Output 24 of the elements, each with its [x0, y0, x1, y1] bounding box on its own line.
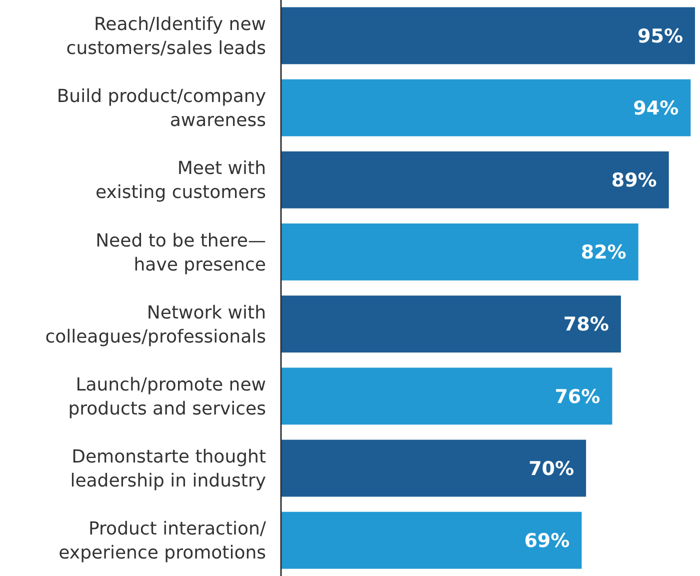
data-label: 89%	[611, 170, 657, 192]
data-label: 82%	[580, 242, 626, 264]
bar	[281, 512, 582, 569]
bar	[281, 296, 621, 353]
bar	[281, 7, 695, 64]
y-tick-label: Need to be there— have presence	[96, 230, 266, 276]
bar	[281, 368, 612, 425]
y-tick-label: Network with colleagues/professionals	[45, 302, 266, 348]
data-label: 78%	[563, 314, 609, 336]
y-tick-label: Reach/Identify new customers/sales leads	[66, 14, 266, 59]
bar	[281, 151, 669, 208]
data-label: 95%	[638, 25, 683, 48]
y-tick-label: Launch/promote new products and services	[68, 374, 266, 420]
bar	[281, 223, 638, 280]
bar	[281, 79, 691, 136]
y-tick-label: Meet with existing customers	[95, 158, 266, 204]
data-label: 70%	[528, 458, 574, 480]
y-tick-label: Product interaction/ experience promotions	[58, 518, 267, 564]
data-label: 94%	[633, 97, 679, 120]
bar	[281, 440, 586, 497]
data-label: 69%	[524, 530, 570, 552]
data-label: 76%	[554, 386, 600, 408]
y-tick-label: Demonstarte thought leadership in industry	[70, 446, 266, 492]
y-tick-label: Build product/company awareness	[56, 86, 266, 132]
